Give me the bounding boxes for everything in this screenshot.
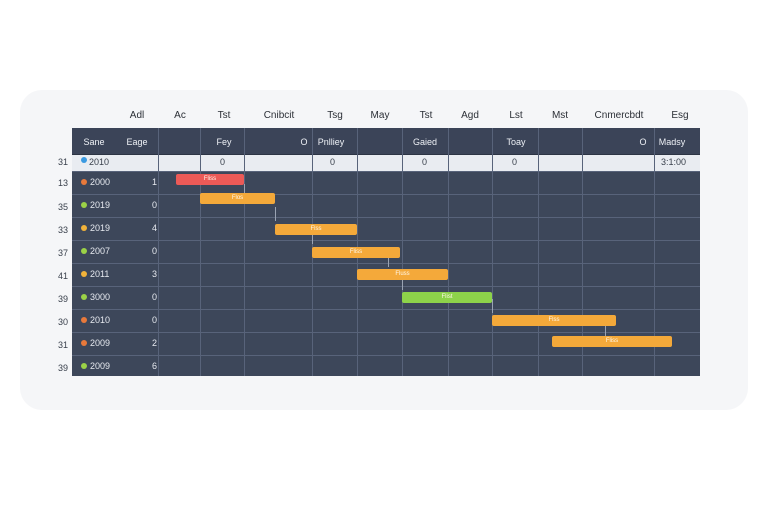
selected-row-value: 0 [220, 157, 226, 167]
task-year: 2011 [90, 269, 110, 279]
task-count: 3 [152, 269, 158, 279]
status-dot-icon [81, 248, 87, 254]
timeline-header-label: Agd [461, 110, 479, 121]
row-number: 37 [58, 248, 69, 258]
task-bar[interactable]: Flss [492, 315, 616, 326]
column-header-today[interactable]: Toay [506, 137, 526, 147]
circle-icon[interactable]: O [639, 137, 647, 147]
timeline-header-label: Adl [129, 110, 145, 121]
row-number: 33 [58, 225, 69, 235]
column-header-stage[interactable]: Eage [126, 137, 148, 147]
task-count: 0 [152, 246, 158, 256]
task-year: 2019 [90, 223, 111, 233]
timeline-header-label: Cnibcit [263, 110, 295, 121]
grid-header-row: Sane Eage Fey O Pnlliey Gaied Toay O Mad… [72, 128, 700, 155]
task-year: 3000 [90, 292, 111, 302]
column-header-madsy[interactable]: Madsy [658, 137, 686, 147]
timeline-header-label: Tst [217, 110, 231, 121]
timeline-header-label: Cnmercbdt [594, 110, 644, 121]
timeline-header-label: May [370, 110, 390, 121]
selected-row[interactable]: 2010 0 0 0 0 3:1:00 [72, 155, 700, 171]
task-count: 0 [152, 292, 158, 302]
task-bar[interactable]: Fliss [552, 336, 672, 347]
status-dot-icon [81, 202, 87, 208]
row-number: 31 [58, 340, 69, 350]
circle-icon[interactable]: O [300, 137, 308, 147]
task-bar[interactable]: Flos [200, 193, 275, 204]
task-bar[interactable]: Flss [275, 224, 357, 235]
timeline-header-label: Tst [419, 110, 433, 121]
row-number: 30 [58, 317, 69, 327]
task-count: 1 [152, 177, 158, 187]
task-year: 2009 [90, 338, 111, 348]
task-row-label[interactable]: 3000 0 [72, 287, 158, 309]
timeline-header-label: Esg [671, 110, 689, 121]
row-number: 41 [58, 271, 69, 281]
status-dot-icon [81, 294, 87, 300]
task-year: 2010 [90, 315, 111, 325]
task-year: 2019 [90, 200, 111, 210]
task-row-label[interactable]: 2010 0 [72, 310, 158, 332]
row-number: 39 [58, 363, 69, 373]
selected-row-value: 0 [330, 157, 336, 167]
task-row-label[interactable]: 2007 0 [72, 241, 158, 263]
status-dot-icon [81, 157, 87, 163]
column-header-policy[interactable]: Pnlliey [317, 137, 345, 147]
task-bar[interactable]: Flist [402, 292, 492, 303]
column-header-name[interactable]: Sane [83, 137, 105, 147]
task-count: 0 [152, 200, 158, 210]
status-dot-icon [81, 340, 87, 346]
task-bar[interactable]: Fluss [357, 269, 448, 280]
status-dot-icon [81, 363, 87, 369]
task-row-label[interactable]: 2019 4 [72, 218, 158, 240]
selected-row-label: 2010 [89, 157, 110, 167]
row-number: 31 [58, 157, 69, 167]
task-year: 2009 [90, 361, 111, 371]
task-count: 0 [152, 315, 158, 325]
task-year: 2000 [90, 177, 111, 187]
status-dot-icon [81, 317, 87, 323]
task-year: 2007 [90, 246, 111, 256]
status-dot-icon [81, 179, 87, 185]
task-row-label[interactable]: 2000 1 [72, 172, 158, 194]
row-number: 39 [58, 294, 69, 304]
selected-row-value: 0 [422, 157, 428, 167]
task-row-label[interactable]: 2011 3 [72, 264, 158, 286]
status-dot-icon [81, 225, 87, 231]
timeline-header-label: Ac [174, 110, 186, 121]
task-row-label[interactable]: 2019 0 [72, 195, 158, 217]
row-number: 35 [58, 202, 69, 212]
row-number: 13 [58, 178, 69, 188]
task-row-label[interactable]: 2009 2 [72, 333, 158, 355]
task-count: 4 [152, 223, 158, 233]
column-header-gaied[interactable]: Gaied [412, 137, 438, 147]
selected-row-value: 0 [512, 157, 518, 167]
task-row-label[interactable]: 2009 6 [72, 356, 158, 376]
status-dot-icon [81, 271, 87, 277]
timeline-header-label: Lst [509, 110, 523, 121]
task-bar[interactable]: Fliss [176, 174, 244, 185]
task-count: 2 [152, 338, 158, 348]
timeline-header-label: Tsg [327, 110, 343, 121]
timeline-header-label: Mst [551, 110, 569, 121]
column-header-key[interactable]: Fey [216, 137, 232, 147]
selected-row-end: 3:1:00 [661, 157, 687, 167]
timeline-header: Adl Ac Tst Cnibcit Tsg May Tst Agd Lst M… [0, 110, 768, 128]
gantt-grid: Sane Eage Fey O Pnlliey Gaied Toay O Mad… [72, 128, 700, 376]
task-count: 6 [152, 361, 158, 371]
task-bar[interactable]: Fliss [312, 247, 400, 258]
